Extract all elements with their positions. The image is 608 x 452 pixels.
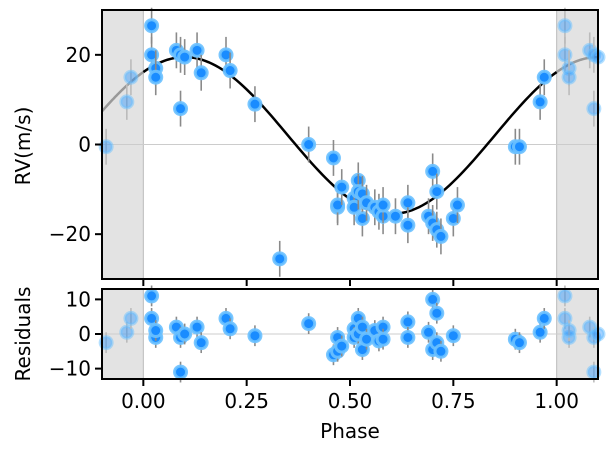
rv-data-point-wrapped <box>557 18 573 34</box>
x-axis-label-phase: Phase <box>320 419 380 443</box>
rv-data-point <box>218 47 234 63</box>
rv-data-point <box>247 96 263 112</box>
rv-data-point <box>148 69 164 85</box>
rv-data-point <box>193 65 209 81</box>
res-data-point <box>429 305 445 321</box>
rv-data-point-wrapped <box>557 47 573 63</box>
rv-data-point <box>387 208 403 224</box>
rv-data-point <box>536 69 552 85</box>
rv-panel: −20 0 20 RV(m/s) <box>11 7 606 286</box>
rv-data-point-wrapped <box>561 69 577 85</box>
res-data-point <box>193 335 209 351</box>
rv-data-point <box>301 137 317 152</box>
rv-data-point-wrapped <box>119 94 135 110</box>
rv-data-point <box>173 101 189 117</box>
res-ytick-label: 10 <box>66 287 91 311</box>
res-data-point <box>400 329 416 345</box>
res-xtick-label: 0.75 <box>431 389 476 413</box>
rv-ytick-label: −20 <box>49 222 91 246</box>
rv-data-point <box>425 163 441 179</box>
res-data-point <box>144 288 160 304</box>
res-data-point-wrapped <box>557 288 573 304</box>
residuals-data-points <box>98 285 606 383</box>
res-data-point <box>400 314 416 330</box>
rv-data-point <box>325 150 341 166</box>
res-xtick-label: 0.00 <box>121 389 166 413</box>
rv-data-point <box>346 199 362 215</box>
rv-data-point <box>144 18 160 34</box>
res-data-point-wrapped <box>561 323 577 339</box>
res-data-point <box>189 319 205 335</box>
rv-y-ticks: −20 0 20 <box>49 43 102 246</box>
rv-data-point-wrapped <box>586 101 602 117</box>
res-data-point <box>148 323 164 339</box>
residuals-x-ticks: 0.00 0.25 0.50 0.75 1.00 <box>121 379 579 413</box>
residuals-y-axis-label: Residuals <box>11 287 35 382</box>
rv-data-point <box>272 251 288 267</box>
res-data-point <box>177 326 193 342</box>
res-ytick-label: 0 <box>78 322 91 346</box>
rv-data-point <box>144 47 160 63</box>
res-data-point <box>511 335 527 351</box>
rv-data-point <box>375 197 391 213</box>
res-xtick-label: 1.00 <box>534 389 579 413</box>
rv-data-point <box>429 184 445 200</box>
rv-data-point <box>334 179 350 195</box>
rv-data-point <box>449 197 465 213</box>
rv-data-point <box>400 217 416 233</box>
rv-x-ticks <box>142 279 558 286</box>
rv-data-point <box>222 63 238 79</box>
res-data-point <box>247 328 263 344</box>
rv-ytick-label: 20 <box>66 43 91 67</box>
res-data-point <box>425 291 441 307</box>
rv-data-point <box>400 195 416 211</box>
residuals-y-ticks: −10 0 10 <box>49 287 102 381</box>
res-xtick-label: 0.25 <box>224 389 269 413</box>
rv-model-curve <box>142 55 558 216</box>
rv-ytick-label: 0 <box>78 133 91 157</box>
rv-data-point <box>433 228 449 244</box>
rv-data-point <box>189 42 205 58</box>
rv-data-point <box>354 210 370 226</box>
res-data-point <box>433 343 449 359</box>
res-data-point <box>532 324 548 340</box>
rv-data-point <box>177 49 193 65</box>
rv-data-point <box>532 94 548 110</box>
rv-y-axis-label: RV(m/s) <box>11 107 35 186</box>
residuals-panel: −10 0 10 0.00 0.25 0.50 0.75 1.00 Residuals Ph… <box>11 285 606 443</box>
res-ytick-label: −10 <box>49 357 91 381</box>
rv-data-point <box>511 139 527 155</box>
rv-data-points <box>98 7 606 277</box>
rv-data-point <box>445 210 461 226</box>
res-data-point <box>421 324 437 340</box>
res-data-point-wrapped <box>98 335 114 351</box>
res-data-point <box>375 331 391 347</box>
res-data-point <box>301 316 317 332</box>
res-data-point <box>445 328 461 344</box>
rv-data-point-wrapped <box>98 139 114 155</box>
rv-data-point-wrapped <box>123 69 139 85</box>
res-data-point <box>334 338 350 354</box>
res-data-point <box>222 321 238 337</box>
rv-data-point <box>330 197 346 213</box>
res-data-point <box>173 364 189 380</box>
res-data-point <box>536 310 552 326</box>
res-data-point-wrapped <box>119 324 135 340</box>
res-data-point-wrapped <box>123 310 139 326</box>
res-xtick-label: 0.50 <box>328 389 373 413</box>
